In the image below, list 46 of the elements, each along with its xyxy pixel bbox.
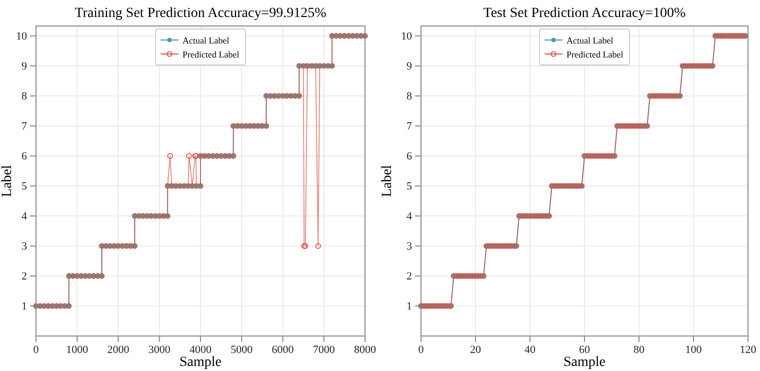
y-tick-label: 2 (22, 270, 27, 282)
legend-label: Predicted Label (566, 50, 624, 60)
x-tick-label: 0 (418, 344, 424, 356)
chart-title: Training Set Prediction Accuracy=99.9125% (74, 6, 327, 21)
x-tick-label: 0 (33, 344, 40, 356)
y-tick-label: 1 (406, 300, 412, 313)
x-tick-label: 6000 (272, 344, 294, 356)
y-tick-label: 5 (22, 180, 28, 192)
y-tick-label: 10 (401, 30, 412, 42)
y-tick-label: 6 (22, 150, 28, 162)
y-tick-label: 7 (406, 120, 412, 132)
x-tick-label: 7000 (312, 344, 336, 356)
y-tick-label: 3 (406, 240, 412, 252)
y-tick-label: 4 (22, 210, 28, 222)
y-tick-label: 9 (406, 60, 412, 72)
x-axis-title: Sample (180, 355, 222, 370)
y-tick-label: 4 (406, 210, 412, 222)
x-tick-label: 20 (470, 344, 482, 356)
y-tick-label: 3 (22, 240, 28, 252)
x-tick-label: 2000 (107, 344, 130, 356)
y-tick-label: 8 (406, 90, 412, 102)
x-tick-label: 3000 (148, 344, 171, 356)
y-tick-label: 7 (22, 120, 28, 132)
x-tick-label: 5000 (230, 344, 254, 356)
x-tick-label: 80 (634, 344, 645, 356)
y-tick-label: 2 (406, 270, 412, 282)
x-tick-label: 100 (685, 344, 702, 356)
x-tick-label: 60 (579, 344, 590, 356)
x-tick-label: 120 (740, 344, 757, 356)
y-tick-label: 6 (406, 150, 412, 162)
y-tick-label: 8 (22, 90, 28, 102)
y-tick-label: 9 (22, 60, 28, 72)
y-axis-title: Label (380, 164, 395, 197)
x-tick-label: 4000 (190, 344, 212, 356)
chart-title: Test Set Prediction Accuracy=100% (483, 6, 686, 21)
x-tick-label: 1000 (66, 344, 89, 356)
y-tick-label: 1 (22, 300, 27, 313)
x-axis-title: Sample (564, 355, 606, 370)
x-tick-label: 40 (524, 344, 536, 356)
legend-label: Predicted Label (182, 50, 240, 60)
y-axis-title: Label (0, 164, 15, 197)
legend-label: Actual Label (566, 36, 614, 46)
y-tick-label: 5 (406, 180, 412, 192)
legend-label: Actual Label (182, 36, 230, 46)
x-tick-label: 8000 (354, 344, 376, 356)
y-tick-label: 10 (16, 30, 28, 42)
